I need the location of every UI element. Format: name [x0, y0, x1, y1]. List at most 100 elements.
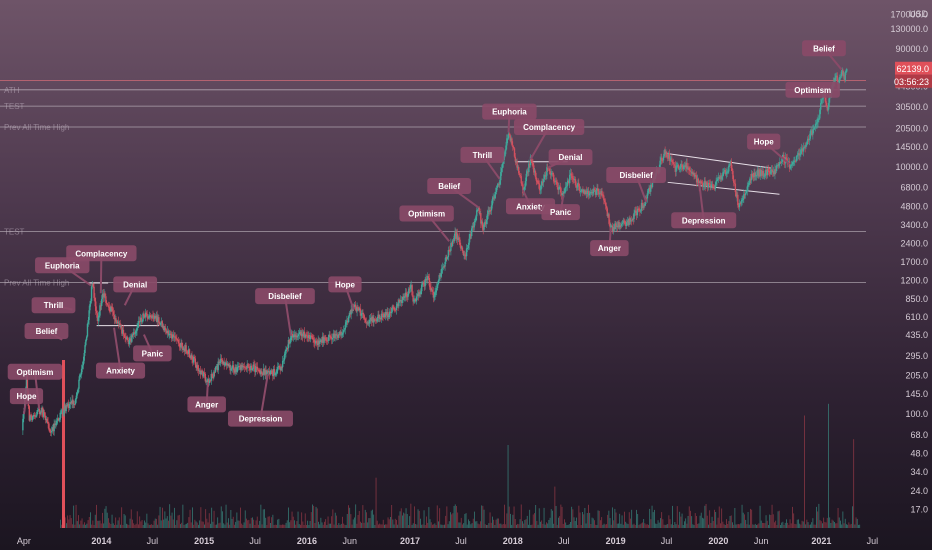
candle-body: [220, 358, 223, 360]
volume-bar: [210, 523, 211, 528]
candle-body: [366, 322, 368, 324]
candle-body: [598, 191, 600, 195]
candle-body: [804, 146, 806, 148]
candle-body: [128, 340, 130, 345]
candle-body: [74, 399, 77, 405]
candle-body: [394, 309, 396, 311]
candle-body: [579, 191, 582, 193]
candle-body: [482, 227, 484, 230]
candle-body: [661, 160, 664, 162]
volume-bar: [316, 508, 318, 528]
candle-body: [717, 176, 720, 179]
candle-body: [312, 337, 314, 340]
volume-bar: [788, 524, 790, 528]
y-tick-label: 17.0: [910, 504, 928, 514]
volume-bar: [421, 524, 423, 528]
volume-bar: [494, 525, 496, 528]
candle-body: [661, 157, 663, 161]
volume-bar: [81, 518, 83, 528]
candle-body: [69, 402, 72, 405]
candle-body: [235, 367, 237, 372]
candle-body: [603, 195, 605, 201]
candle-body: [489, 209, 491, 212]
volume-bar: [67, 515, 69, 528]
candle-body: [141, 321, 143, 323]
volume-bar: [602, 524, 604, 528]
volume-bar: [510, 513, 511, 528]
candle-body: [841, 70, 843, 72]
candle-body: [590, 191, 592, 193]
candle-body: [725, 172, 727, 175]
candle-body: [224, 363, 226, 366]
candle-body: [131, 334, 133, 342]
candle-body: [519, 175, 522, 177]
candle-body: [688, 167, 690, 171]
volume-bar: [280, 524, 282, 528]
candle-body: [617, 222, 619, 228]
candle-body: [209, 380, 212, 382]
candle-body: [553, 181, 556, 183]
volume-bar: [522, 521, 523, 528]
volume-bar: [795, 524, 797, 528]
volume-bar: [639, 524, 641, 528]
candle-body: [536, 180, 538, 182]
volume-bar: [110, 524, 112, 528]
candle-body: [400, 299, 403, 303]
volume-bar: [568, 524, 570, 528]
volume-bar: [830, 523, 832, 528]
candle-body: [191, 354, 193, 360]
candle-body: [820, 103, 822, 110]
volume-bar: [726, 519, 727, 528]
candle-body: [345, 322, 347, 325]
volume-bar: [378, 524, 379, 528]
volume-bar: [596, 525, 598, 528]
volume-bar: [657, 520, 659, 528]
volume-bar: [754, 523, 756, 528]
candle-body: [111, 308, 114, 312]
volume-bar: [366, 512, 367, 528]
x-tick-label: Apr: [17, 536, 31, 546]
candle-body: [444, 261, 446, 267]
candle-body: [497, 184, 499, 186]
volume-bar: [774, 522, 775, 528]
volume-bar: [606, 524, 607, 528]
candle-body: [723, 171, 725, 173]
candle-body: [321, 336, 324, 343]
volume-bar: [224, 524, 226, 528]
candle-body: [460, 247, 463, 249]
volume-bar: [451, 514, 453, 528]
candle-body: [258, 369, 260, 371]
candle-body: [801, 148, 803, 150]
candle-body: [550, 173, 552, 175]
candle-body: [379, 317, 382, 320]
volume-bar: [757, 524, 759, 528]
volume-bar: [663, 524, 665, 528]
candle-body: [283, 355, 286, 361]
volume-bar: [397, 524, 399, 528]
candle-body: [391, 306, 393, 312]
candle-body: [636, 208, 639, 216]
candle-body: [129, 338, 131, 341]
candle-body: [650, 184, 652, 192]
candle-body: [846, 68, 848, 72]
candle-body: [646, 193, 649, 199]
candle-body: [732, 170, 734, 180]
candle-body: [799, 153, 801, 156]
volume-bar: [292, 516, 294, 528]
volume-bar: [363, 522, 365, 528]
volume-bar: [464, 514, 466, 528]
candle-body: [525, 173, 528, 182]
volume-bar: [429, 519, 431, 528]
candle-body: [538, 184, 541, 191]
phase-label-anxiety: Anxiety: [516, 202, 545, 211]
candle-body: [752, 176, 754, 178]
candle-body: [625, 222, 628, 226]
candle-body: [424, 280, 426, 287]
volume-bar: [382, 519, 384, 528]
volume-bar: [200, 507, 202, 528]
candle-body: [621, 222, 624, 224]
trendlines: [89, 153, 780, 327]
candle-body: [399, 300, 401, 302]
volume-bar: [439, 508, 441, 528]
